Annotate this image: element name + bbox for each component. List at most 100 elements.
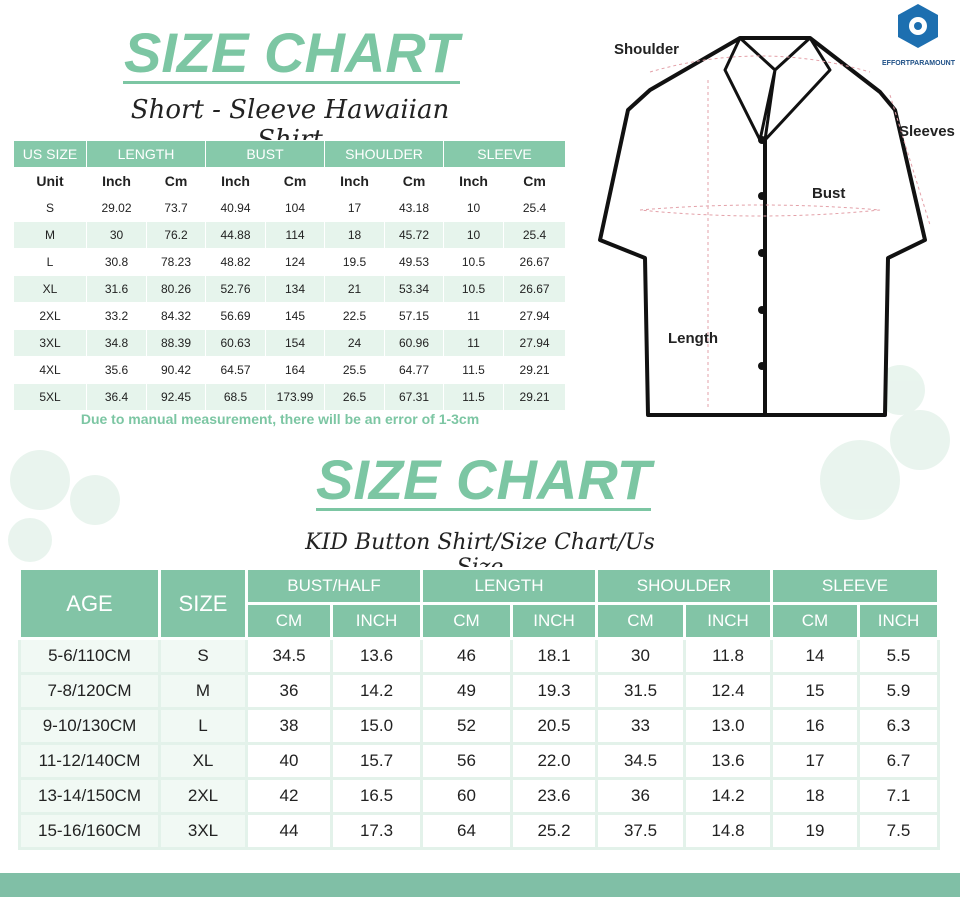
- cell: S: [13, 194, 87, 222]
- header-row: AGE SIZE BUST/HALF LENGTH SHOULDER SLEEVE: [18, 567, 940, 640]
- cell: 26.67: [503, 248, 567, 276]
- note: Due to manual measurement, there will be…: [80, 411, 480, 427]
- cell: 5.9: [857, 672, 940, 710]
- cell: 38: [245, 707, 333, 745]
- header-cell: LENGTH: [85, 140, 207, 168]
- data-row: 5-6/110CM S 34.5 13.6 46 18.1 30 11.8 14 5.5: [18, 637, 940, 675]
- logo-text: EFFORTPARAMOUNT: [882, 60, 955, 67]
- cell: 46: [420, 637, 513, 675]
- cell: 90.42: [145, 356, 207, 384]
- cell: S: [158, 637, 248, 675]
- header-cell: SIZE: [158, 567, 248, 640]
- cell: 11: [443, 329, 505, 357]
- cell: 19.3: [510, 672, 598, 710]
- cell: 5XL: [13, 383, 87, 411]
- cell: 16.5: [330, 777, 423, 815]
- header-cell: SHOULDER: [324, 140, 445, 168]
- cell: 43.18: [384, 194, 445, 222]
- cell: 7.5: [857, 812, 940, 850]
- cell: 10: [443, 221, 505, 249]
- cell: 33: [595, 707, 686, 745]
- cell: 26.5: [324, 383, 386, 411]
- cell: 84.32: [145, 302, 207, 330]
- header-cell: BUST/HALF: [245, 567, 423, 605]
- unit-cell: CM: [420, 602, 513, 640]
- cell: 37.5: [595, 812, 686, 850]
- cell: 124: [265, 248, 326, 276]
- unit-cell: Cm: [384, 167, 445, 195]
- unit-cell: Inch: [443, 167, 505, 195]
- cell: 18: [324, 221, 386, 249]
- unit-cell: CM: [245, 602, 333, 640]
- unit-cell: CM: [595, 602, 686, 640]
- cell: 13-14/150CM: [18, 777, 161, 815]
- cell: 29.21: [503, 383, 567, 411]
- cell: 78.23: [145, 248, 207, 276]
- unit-cell: INCH: [683, 602, 773, 640]
- cell: 134: [265, 275, 326, 303]
- cell: 3XL: [13, 329, 87, 357]
- unit-cell: INCH: [857, 602, 940, 640]
- cell: 26.67: [503, 275, 567, 303]
- cell: 11.5: [443, 383, 505, 411]
- cell: 34.5: [595, 742, 686, 780]
- cell: 29.21: [503, 356, 567, 384]
- cell: 7-8/120CM: [18, 672, 161, 710]
- cell: 6.7: [857, 742, 940, 780]
- cell: 27.94: [503, 302, 567, 330]
- cell: 57.15: [384, 302, 445, 330]
- cell: 4XL: [13, 356, 87, 384]
- data-row: 9-10/130CM L 38 15.0 52 20.5 33 13.0 16 6.3: [18, 707, 940, 745]
- cell: 11.5: [443, 356, 505, 384]
- cell: 49: [420, 672, 513, 710]
- cell: 18.1: [510, 637, 598, 675]
- cell: 10.5: [443, 248, 505, 276]
- cell: 67.31: [384, 383, 445, 411]
- data-row: 11-12/140CM XL 40 15.7 56 22.0 34.5 13.6 17 6.7: [18, 742, 940, 780]
- data-row: 4XL 35.6 90.42 64.57 164 25.5 64.77 11.5 29.21: [13, 356, 567, 384]
- cell: 2XL: [158, 777, 248, 815]
- cell: 15-16/160CM: [18, 812, 161, 850]
- cell: 92.45: [145, 383, 207, 411]
- cell: 15: [770, 672, 860, 710]
- cell: 154: [265, 329, 326, 357]
- kid-title: SIZE CHART: [316, 448, 651, 511]
- cell: 17.3: [330, 812, 423, 850]
- cell: 22.5: [324, 302, 386, 330]
- cell: 80.26: [145, 275, 207, 303]
- cell: 73.7: [145, 194, 207, 222]
- cell: 10: [443, 194, 505, 222]
- cell: 19: [770, 812, 860, 850]
- cell: 24: [324, 329, 386, 357]
- label-shoulder: Shoulder: [614, 41, 680, 58]
- cell: 29.02: [86, 194, 147, 222]
- cell: 21: [324, 275, 386, 303]
- title: SIZE CHART: [123, 21, 460, 84]
- cell: 68.5: [205, 383, 267, 411]
- cell: 20.5: [510, 707, 598, 745]
- data-row: L 30.8 78.23 48.82 124 19.5 49.53 10.5 26.67: [13, 248, 567, 276]
- cell: 60.96: [384, 329, 445, 357]
- cell: 36: [245, 672, 333, 710]
- unit-cell: Inch: [205, 167, 267, 195]
- unit-cell: INCH: [330, 602, 423, 640]
- cell: 56.69: [205, 302, 267, 330]
- label-length: Length: [668, 330, 718, 347]
- cell: 13.6: [330, 637, 423, 675]
- cell: 25.4: [503, 194, 567, 222]
- cell: 13.0: [683, 707, 773, 745]
- cell: 104: [265, 194, 326, 222]
- cell: 40.94: [205, 194, 267, 222]
- cell: 9-10/130CM: [18, 707, 161, 745]
- adult-size-table: US SIZE LENGTH BUST SHOULDER SLEEVE Unit Inch C…: [13, 140, 567, 411]
- cell: 60: [420, 777, 513, 815]
- cell: 14.2: [330, 672, 423, 710]
- cell: 145: [265, 302, 326, 330]
- shirt-diagram: [598, 36, 927, 417]
- cell: 164: [265, 356, 326, 384]
- cell: 7.1: [857, 777, 940, 815]
- footer-bar: [0, 873, 960, 897]
- cell: 34.8: [86, 329, 147, 357]
